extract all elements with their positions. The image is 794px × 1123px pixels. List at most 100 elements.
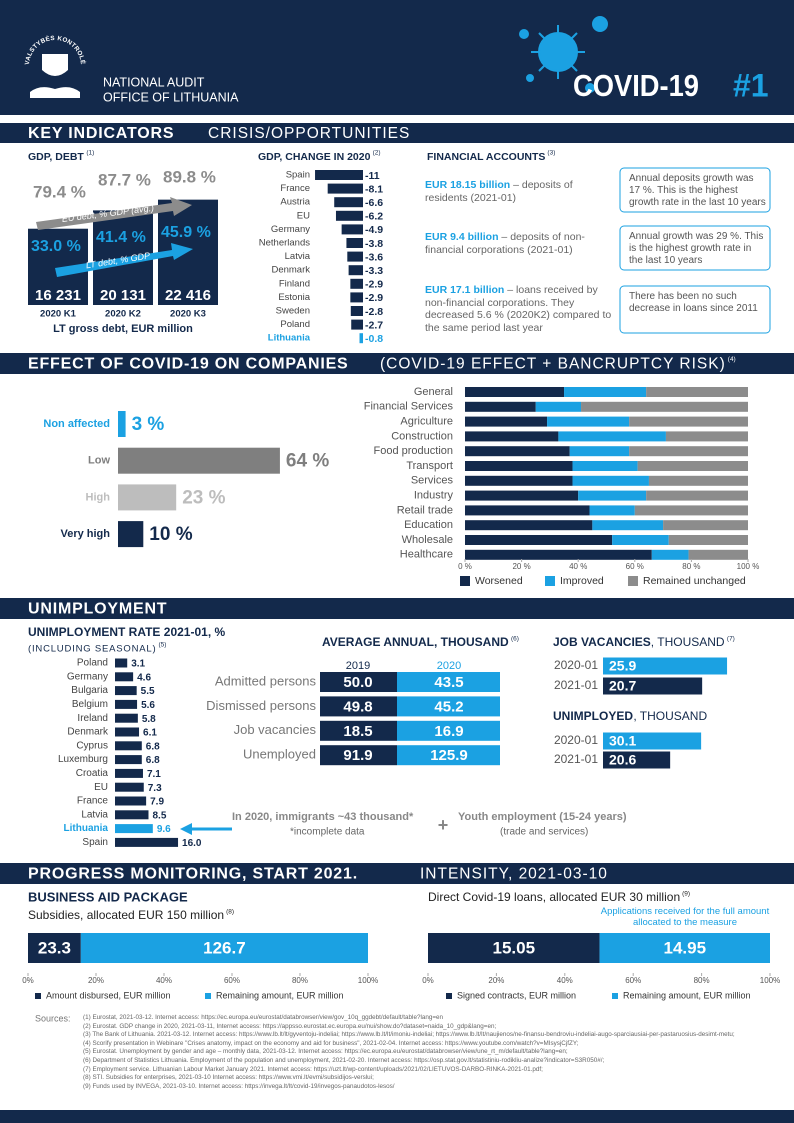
- cell: [320, 672, 397, 692]
- lt-debt-label: 41.4 %: [96, 229, 146, 246]
- eu-debt-arrow: [36, 197, 192, 230]
- x-tick-label: 60%: [625, 976, 641, 985]
- bar: [341, 224, 363, 235]
- category-label: High: [86, 491, 111, 503]
- reference: (4): [728, 356, 736, 363]
- value-label: 7.1: [147, 769, 161, 780]
- chart-title: UNIMPLOYED: [553, 709, 633, 723]
- cell-value: 50.0: [343, 674, 372, 691]
- value-label: -2.9: [365, 279, 383, 291]
- bar-segment: [629, 446, 748, 457]
- value-label: 23 %: [182, 487, 225, 508]
- page-title: COVID-19: [573, 68, 699, 103]
- category-label: Sweden: [276, 306, 310, 317]
- section-heading: UNIMPLOYMENT: [28, 601, 167, 618]
- bar-segment: [634, 505, 748, 516]
- x-tick-label: 100%: [760, 976, 780, 985]
- source-text: (8) STI. Subsidies for enterprises, 2021…: [83, 1074, 374, 1082]
- logo-ornament: [30, 87, 80, 98]
- category-label: Poland: [77, 658, 108, 669]
- bar-segment: [663, 520, 748, 531]
- bar-segment: [465, 505, 590, 516]
- bar: [118, 411, 126, 437]
- x-tick-label: 100%: [358, 976, 378, 985]
- value-label: 5.5: [141, 686, 155, 697]
- chart-title: UNIMPLOYMENT RATE 2021-01, %: [28, 625, 225, 639]
- category-label: Financial Services: [364, 401, 454, 413]
- source-text: (5) Eurostat. Unemployment by gender and…: [83, 1048, 568, 1056]
- x-tick-label: 0%: [22, 976, 34, 985]
- note: Annual growth was 29 %. This is the high…: [629, 231, 767, 267]
- org-name: OFFICE OF LITHUANIA: [103, 90, 239, 104]
- value-label: 20.6: [609, 752, 636, 768]
- column-header: 2019: [346, 660, 370, 672]
- cell-value: 45.2: [434, 698, 463, 715]
- value-label: 16 231: [35, 287, 81, 304]
- bar: [315, 170, 363, 180]
- bar: [351, 319, 363, 330]
- category-label: Services: [411, 475, 454, 487]
- chart-title: GDP, CHANGE IN 2020: [258, 151, 371, 163]
- value-label: 6.8: [146, 755, 160, 766]
- cell: [320, 720, 397, 741]
- note-box: [619, 285, 771, 334]
- bar-segment: [665, 431, 748, 442]
- value-label: -6.6: [365, 197, 383, 209]
- bar-segment: [572, 461, 638, 471]
- category-label: Belgium: [72, 699, 108, 710]
- note: There has been no such decrease in loans…: [629, 291, 767, 315]
- category-label: Transport: [406, 460, 453, 472]
- value-label: 3.1: [131, 659, 145, 670]
- x-tick-label: 40%: [156, 976, 172, 985]
- value-label: -6.2: [365, 211, 383, 223]
- value-label: 14.95: [664, 938, 707, 957]
- header-band: [0, 0, 794, 115]
- category-label: Germany: [271, 224, 310, 235]
- value-label: 5.6: [141, 700, 155, 711]
- bar-segment: [28, 933, 81, 963]
- source-text: (2) Eurostat. GDP change in 2020, 2021-0…: [83, 1022, 497, 1030]
- bar: [335, 210, 363, 221]
- eu-debt-label: 79.4 %: [33, 183, 86, 202]
- bar-segment: [547, 416, 630, 427]
- bar-segment: [589, 505, 635, 516]
- value-label: -2.8: [365, 306, 383, 318]
- value-label: 126.7: [203, 938, 246, 957]
- org-name: NATIONAL AUDIT: [103, 75, 205, 89]
- category-label: Spain: [82, 837, 108, 848]
- chart-title: GDP, DEBT: [28, 151, 84, 163]
- arrow-head: [180, 823, 192, 835]
- value-label: 7.3: [148, 783, 162, 794]
- cell-value: 125.9: [430, 747, 468, 764]
- category-label: 2020 K1: [40, 309, 77, 320]
- bar: [118, 521, 144, 548]
- source-item: (8) STI. Subsidies for enterprises, 2021…: [83, 1074, 783, 1083]
- section-bar: [0, 598, 794, 619]
- category-label: Austria: [280, 197, 310, 208]
- value-label: -3.6: [365, 251, 383, 263]
- section-bar: [0, 123, 794, 143]
- footer-band: [0, 1110, 794, 1123]
- value-label: 7.9: [150, 797, 164, 808]
- bar-segment: [637, 461, 748, 471]
- value-label: 3 %: [132, 414, 165, 435]
- bar-segment: [651, 549, 689, 560]
- value-label: 20.7: [609, 678, 636, 694]
- x-tick-label: 20%: [88, 976, 104, 985]
- category-label: Estonia: [278, 292, 310, 303]
- category-label: EU: [94, 782, 108, 793]
- bar-segment: [668, 535, 748, 545]
- source-item: (2) Eurostat. GDP change in 2020, 2021-0…: [83, 1023, 783, 1032]
- x-tick-label: 20 %: [512, 562, 530, 571]
- bar: [115, 672, 134, 682]
- row-label: Unemployed: [243, 747, 316, 762]
- note-text: There has been no such decrease in loans…: [629, 291, 758, 314]
- sources: (1) Eurostat, 2021-03-12. Internet acces…: [83, 1014, 783, 1091]
- value-label: 20 131: [100, 287, 146, 304]
- bar-segment: [572, 475, 649, 486]
- description: – deposits of non-financial corporations…: [425, 231, 585, 256]
- bar-segment: [535, 401, 582, 412]
- financial-item: EUR 9.4 billion – deposits of non-financ…: [425, 231, 617, 256]
- category-label: Very high: [60, 528, 110, 540]
- legend-swatch: [205, 993, 211, 999]
